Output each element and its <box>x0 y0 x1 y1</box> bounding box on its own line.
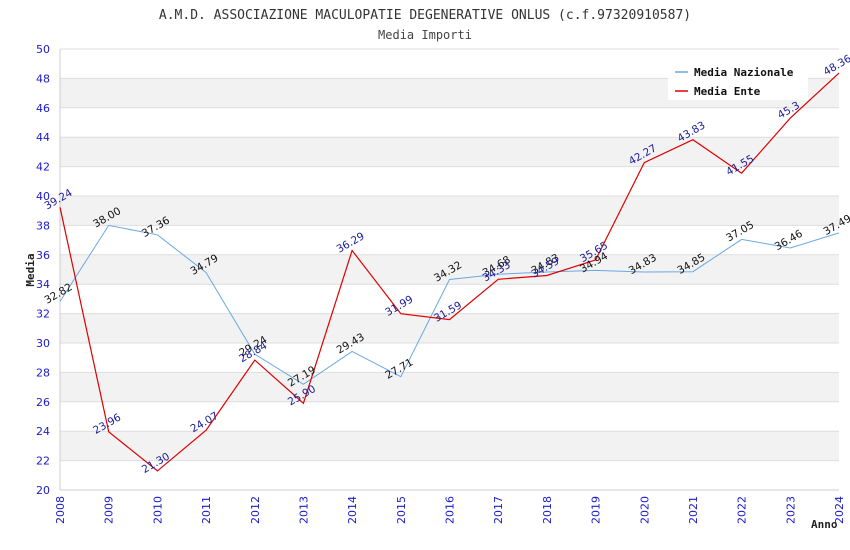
grid-band <box>60 137 839 167</box>
x-tick-label: 2008 <box>54 496 67 524</box>
x-tick-label: 2014 <box>346 496 359 524</box>
legend-label: Media Ente <box>694 85 761 98</box>
x-tick-label: 2013 <box>297 496 310 524</box>
y-tick-label: 36 <box>36 249 50 262</box>
x-tick-label: 2010 <box>151 496 164 524</box>
axes <box>59 49 839 491</box>
y-tick-label: 38 <box>36 219 50 232</box>
legend-label: Media Nazionale <box>694 66 794 79</box>
series-line-media-nazionale <box>59 224 840 385</box>
y-tick-label: 22 <box>36 455 50 468</box>
grid-bands <box>60 78 839 461</box>
data-label-ente: 36.29 <box>335 230 367 255</box>
x-tick-label: 2009 <box>103 496 116 524</box>
x-tick-label: 2016 <box>444 496 457 524</box>
x-tick-label: 2024 <box>833 496 846 524</box>
x-tick-label: 2023 <box>784 496 797 524</box>
y-tick-label: 24 <box>36 425 50 438</box>
x-tick-label: 2020 <box>638 496 651 524</box>
x-tick-label: 2015 <box>395 496 408 524</box>
grid-band <box>60 372 839 402</box>
y-tick-label: 50 <box>36 43 50 56</box>
grid-band <box>60 313 839 343</box>
y-tick-label: 32 <box>36 308 50 321</box>
x-tick-label: 2012 <box>249 496 262 524</box>
y-tick-label: 20 <box>36 484 50 497</box>
x-axis-label: Anno <box>811 518 838 531</box>
legend-box <box>668 60 808 100</box>
y-tick-label: 28 <box>36 366 50 379</box>
y-tick-label: 42 <box>36 161 50 174</box>
x-tick-label: 2011 <box>200 496 213 524</box>
series-lines <box>59 72 840 472</box>
x-tick-labels: 2008 2009 2010 2011 2012 2013 2014 2015 2016 2017… <box>54 496 846 524</box>
x-tick-label: 2019 <box>590 496 603 524</box>
y-tick-label: 44 <box>36 131 50 144</box>
data-label-ente: 48.36 <box>821 53 850 79</box>
y-tick-label: 34 <box>36 278 50 291</box>
x-tick-label: 2022 <box>736 496 749 524</box>
y-tick-label: 26 <box>36 396 50 409</box>
grid-band <box>60 196 839 226</box>
y-tick-labels: 20 22 24 26 28 30 32 34 36 38 40 42 44 46 48 50 <box>36 43 50 497</box>
x-tick-label: 2021 <box>687 496 700 524</box>
chart-title: A.M.D. ASSOCIAZIONE MACULOPATIE DEGENERA… <box>159 8 691 23</box>
legend: Media Nazionale Media Ente <box>668 60 808 100</box>
x-tick-label: 2017 <box>492 496 505 524</box>
y-tick-label: 40 <box>36 190 50 203</box>
grid-band <box>60 431 839 461</box>
y-tick-label: 30 <box>36 337 50 350</box>
series-line-media-ente <box>59 72 840 472</box>
y-tick-label: 46 <box>36 102 50 115</box>
chart-subtitle: Media Importi <box>378 28 472 42</box>
x-tick-label: 2018 <box>541 496 554 524</box>
y-tick-label: 48 <box>36 72 50 85</box>
y-axis-label: Media <box>24 253 37 286</box>
data-label-nazionale: 36.46 <box>773 228 805 254</box>
